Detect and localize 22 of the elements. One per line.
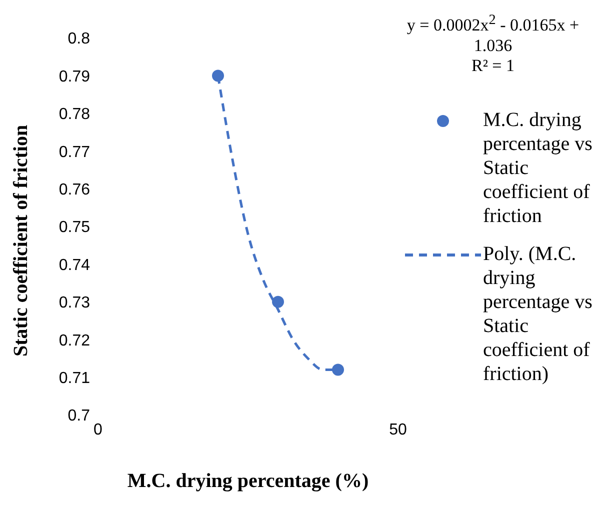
y-tick-label: 0.7 — [68, 408, 90, 425]
legend-label: Poly. (M.C. drying percentage vs Static coefficient of friction) — [483, 242, 593, 386]
point — [332, 364, 344, 376]
x-axis-title: M.C. drying percentage (%) — [127, 470, 369, 492]
point — [212, 70, 224, 82]
text: R² = 1 — [470, 56, 516, 76]
y-tick-label: 0.72 — [58, 332, 90, 350]
y-tick-label: 0.73 — [58, 294, 90, 312]
point — [272, 296, 284, 308]
y-tick-label: 0.75 — [58, 219, 90, 236]
y-tick-label: 0.77 — [58, 144, 90, 161]
y-tick-label: 0.78 — [58, 106, 90, 124]
x-tick-label: 0 — [94, 421, 103, 438]
y-tick-label: 0.74 — [58, 256, 90, 274]
y-tick-label: 0.79 — [58, 68, 90, 86]
y-axis-title: Static coefficient of friction — [10, 124, 32, 356]
y-tick-label: 0.76 — [58, 181, 90, 198]
x-tick-label: 50 — [389, 421, 407, 438]
y-tick-label: 0.71 — [58, 370, 90, 387]
y-tick-label: 0.8 — [68, 30, 90, 48]
legend-label: M.C. drying percentage vs Static coefficient of friction — [483, 108, 593, 228]
text: y = 0.0002x$^{2}$ - 0.0165x + 1.036 — [406, 12, 580, 56]
